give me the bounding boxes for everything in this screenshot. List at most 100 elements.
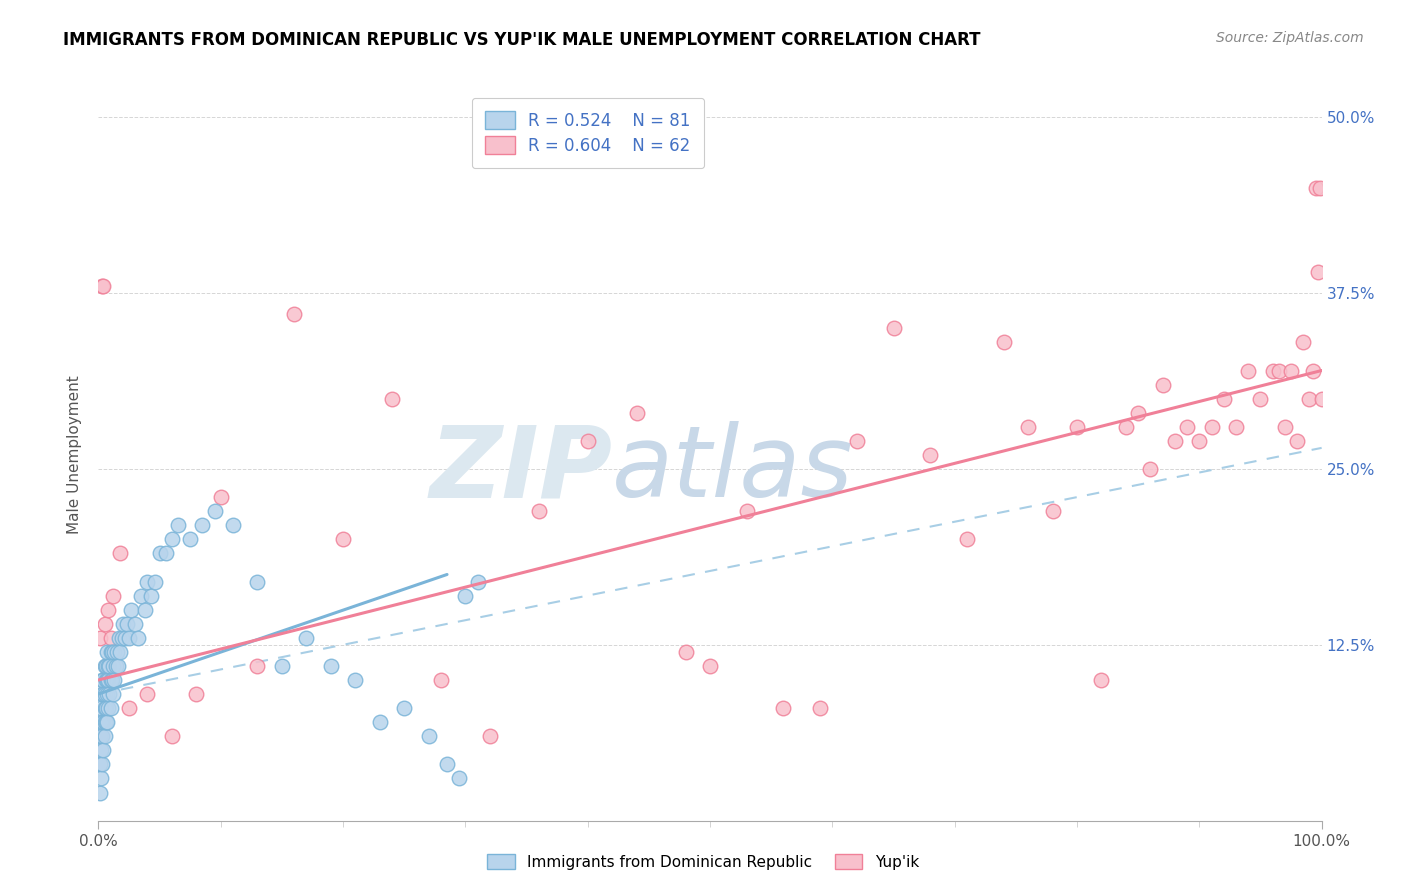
Point [167, 518, 190, 533]
Point [90, 743, 112, 757]
Point [110, 645, 132, 659]
Y-axis label: Male Unemployment: Male Unemployment [67, 376, 83, 534]
Point [89, 729, 111, 743]
Point [91, 743, 114, 757]
Point [1042, 504, 1064, 518]
Point [101, 645, 124, 659]
Point [418, 729, 440, 743]
Point [91, 715, 114, 730]
Point [94, 659, 117, 673]
Point [1305, 180, 1327, 194]
Point [91, 687, 114, 701]
Point [101, 687, 124, 701]
Point [91, 673, 114, 687]
Point [283, 307, 305, 321]
Point [118, 701, 141, 715]
Point [191, 518, 214, 533]
Point [956, 533, 979, 547]
Point [103, 673, 125, 687]
Point [1279, 363, 1302, 377]
Point [527, 504, 550, 518]
Point [104, 659, 127, 673]
Point [209, 490, 232, 504]
Point [1090, 673, 1112, 687]
Point [91, 673, 114, 687]
Point [1201, 419, 1223, 434]
Point [89, 757, 111, 772]
Point [100, 701, 122, 715]
Point [90, 715, 112, 730]
Point [127, 631, 149, 645]
Point [90, 729, 112, 743]
Point [97, 673, 120, 687]
Legend: R = 0.524    N = 81, R = 0.604    N = 62: R = 0.524 N = 81, R = 0.604 N = 62 [471, 97, 704, 169]
Text: ZIP: ZIP [429, 421, 612, 518]
Point [107, 659, 129, 673]
Point [93, 616, 115, 631]
Point [149, 546, 172, 560]
Point [108, 631, 131, 645]
Point [160, 729, 183, 743]
Point [160, 533, 183, 547]
Point [436, 757, 458, 772]
Point [115, 616, 138, 631]
Point [270, 659, 294, 673]
Point [467, 574, 489, 589]
Point [120, 602, 142, 616]
Point [430, 673, 453, 687]
Point [222, 518, 245, 533]
Point [478, 729, 501, 743]
Text: Source: ZipAtlas.com: Source: ZipAtlas.com [1216, 31, 1364, 45]
Point [97, 701, 120, 715]
Point [96, 687, 118, 701]
Point [319, 659, 342, 673]
Point [93, 701, 115, 715]
Point [96, 645, 118, 659]
Point [1188, 434, 1211, 448]
Point [91, 715, 114, 730]
Point [136, 574, 159, 589]
Point [100, 673, 122, 687]
Point [295, 631, 318, 645]
Point [1212, 392, 1234, 406]
Point [1286, 434, 1309, 448]
Point [1175, 419, 1198, 434]
Point [1225, 419, 1247, 434]
Point [93, 687, 115, 701]
Point [134, 602, 156, 616]
Point [97, 659, 120, 673]
Point [246, 574, 269, 589]
Point [129, 589, 152, 603]
Point [94, 715, 117, 730]
Point [110, 546, 132, 560]
Point [699, 659, 721, 673]
Point [155, 546, 177, 560]
Point [883, 321, 905, 335]
Point [94, 659, 117, 673]
Point [246, 659, 269, 673]
Point [105, 645, 128, 659]
Point [111, 616, 134, 631]
Point [103, 645, 125, 659]
Point [101, 589, 124, 603]
Point [97, 602, 120, 616]
Point [845, 434, 868, 448]
Point [90, 701, 112, 715]
Point [90, 772, 112, 786]
Point [96, 673, 118, 687]
Point [100, 645, 122, 659]
Legend: Immigrants from Dominican Republic, Yup'ik: Immigrants from Dominican Republic, Yup'… [479, 846, 927, 877]
Point [332, 533, 354, 547]
Text: atlas: atlas [612, 421, 853, 518]
Point [392, 701, 416, 715]
Point [93, 715, 115, 730]
Point [91, 757, 114, 772]
Point [1066, 419, 1088, 434]
Point [114, 631, 136, 645]
Point [1292, 335, 1315, 350]
Text: IMMIGRANTS FROM DOMINICAN REPUBLIC VS YUP'IK MALE UNEMPLOYMENT CORRELATION CHART: IMMIGRANTS FROM DOMINICAN REPUBLIC VS YU… [63, 31, 981, 49]
Point [143, 574, 166, 589]
Point [1302, 363, 1324, 377]
Point [1298, 392, 1320, 406]
Point [101, 673, 124, 687]
